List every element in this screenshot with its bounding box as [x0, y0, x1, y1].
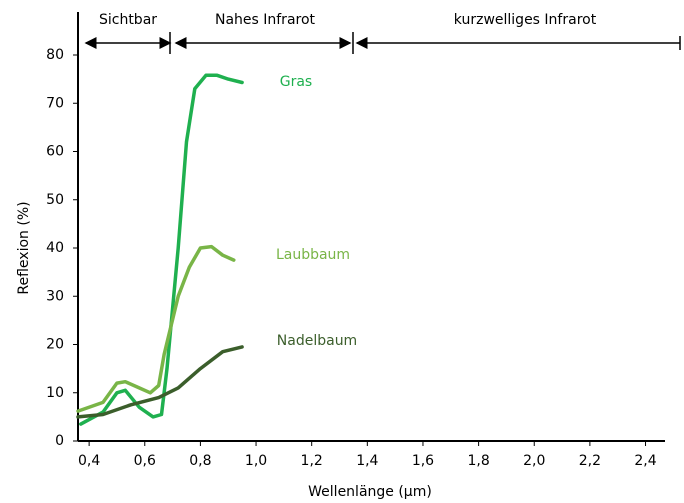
band-label: Nahes Infrarot: [215, 12, 316, 28]
x-tick-label: 0,4: [78, 453, 100, 469]
line-series: [79, 73, 244, 426]
line-series: [76, 345, 244, 419]
x-tick-label: 2,0: [523, 453, 545, 469]
line-series: [76, 244, 236, 413]
y-tick-label: 50: [46, 192, 64, 208]
x-tick-label: 2,4: [634, 453, 656, 469]
y-tick-label: 70: [46, 95, 64, 111]
band-label: kurzwelliges Infrarot: [454, 12, 597, 28]
x-tick-label: 1,4: [356, 453, 378, 469]
series-label: Gras: [280, 74, 312, 90]
y-tick-label: 40: [46, 240, 64, 256]
x-tick-label: 1,8: [467, 453, 489, 469]
x-tick-label: 0,6: [134, 453, 156, 469]
x-tick-label: 1,6: [412, 453, 434, 469]
series-label: Nadelbaum: [277, 333, 357, 349]
y-tick-label: 0: [55, 433, 64, 449]
y-tick-label: 10: [46, 385, 64, 401]
y-axis-title: Reflexion (%): [16, 201, 32, 294]
y-tick-label: 20: [46, 337, 64, 353]
x-axis-title: Wellenlänge (μm): [308, 484, 432, 500]
band-label: Sichtbar: [99, 12, 157, 28]
x-tick-label: 2,2: [579, 453, 601, 469]
x-tick-label: 0,8: [189, 453, 211, 469]
x-tick-label: 1,0: [245, 453, 267, 469]
y-tick-label: 30: [46, 288, 64, 304]
x-tick-label: 1,2: [301, 453, 323, 469]
series-label: Laubbaum: [276, 247, 350, 263]
y-tick-label: 80: [46, 47, 64, 63]
y-tick-label: 60: [46, 144, 64, 160]
